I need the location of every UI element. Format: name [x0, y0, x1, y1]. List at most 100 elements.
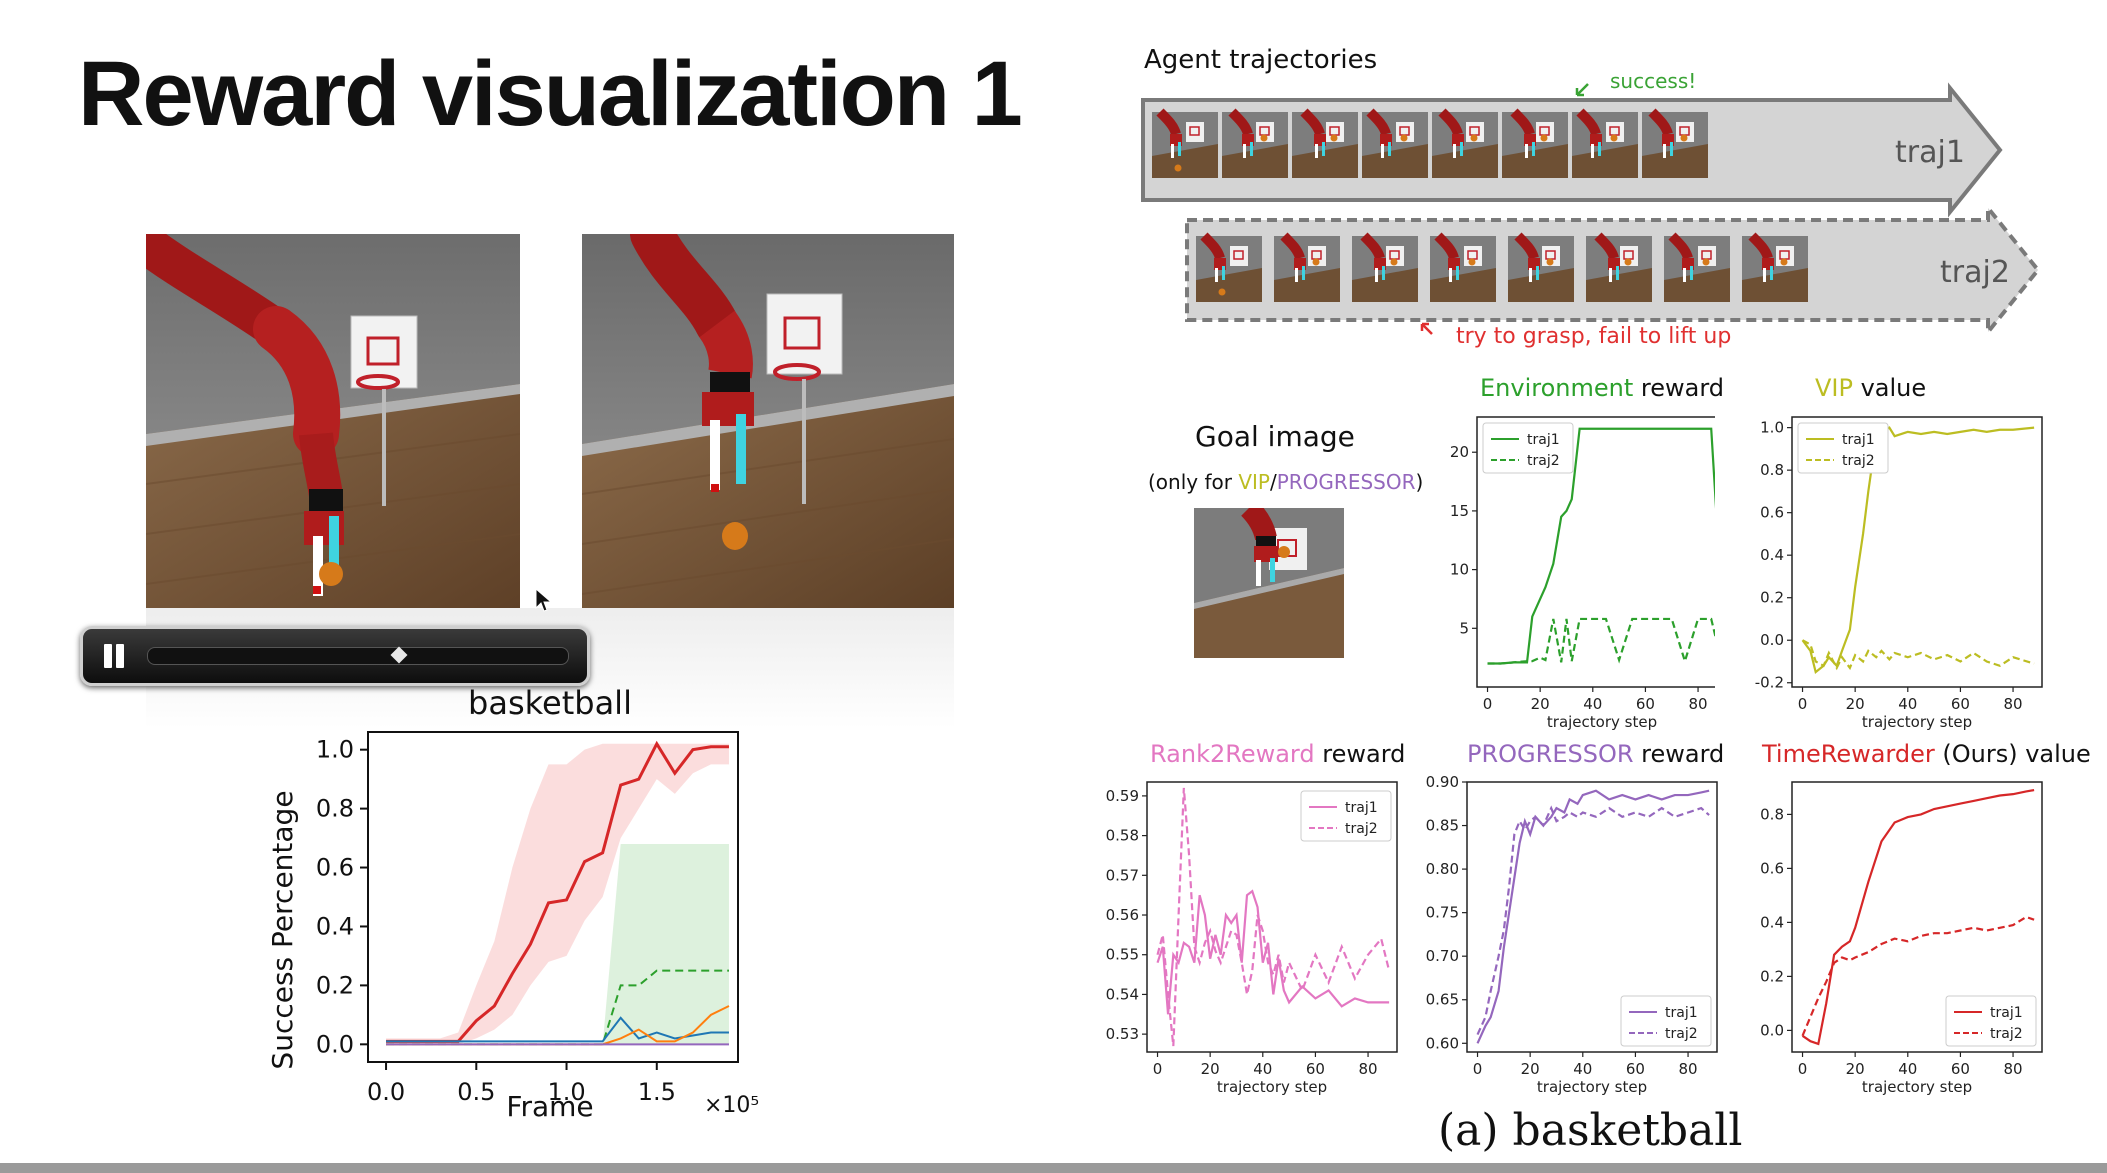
traj2-line [1156, 787, 1391, 1047]
y-tick-label: 0.8 [1760, 805, 1784, 823]
y-tick-label: 0.4 [1760, 913, 1784, 931]
traj2-line [1802, 639, 2035, 671]
x-axis-label: trajectory step [1537, 1078, 1647, 1096]
x-tick-label: 60 [1951, 695, 1970, 713]
traj2-frame [1742, 232, 1808, 302]
traj1-frame [1362, 108, 1428, 178]
prog-title-rest: reward [1633, 740, 1725, 768]
goal-note-prefix: (only for [1148, 470, 1239, 494]
x-axis-label: trajectory step [1862, 1078, 1972, 1096]
x-tick-label: 0 [1473, 1060, 1483, 1078]
vip-value-chart: 0 20 40 60 80 -0.2 0.0 0.2 0.4 0.6 0.8 1.0 trajector… [1755, 416, 2043, 731]
goal-image [1194, 508, 1344, 658]
y-tick-label: 0.0 [316, 1030, 354, 1058]
x-tick-label: 20 [1531, 695, 1550, 713]
r2r-reward-chart: 0 20 40 60 80 0.53 0.54 0.55 0.56 0.57 0.58 0.59 tra… [1106, 781, 1398, 1096]
sim-frame-2 [582, 234, 954, 608]
trajectory-strips: traj1 success! traj2 [1141, 70, 2040, 338]
x-axis-label: trajectory step [1217, 1078, 1327, 1096]
plot-frame [367, 731, 739, 1063]
x-tick-label: 40 [1573, 1060, 1592, 1078]
seek-thumb[interactable] [390, 646, 408, 664]
prog-reward-chart: 0 20 40 60 80 0.60 0.65 0.70 0.75 0.80 0.85 0.90 tra… [1426, 773, 1718, 1096]
x-tick-label: 20 [1201, 1060, 1220, 1078]
legend-traj2: traj2 [1345, 821, 1378, 837]
vip-title-rest: value [1852, 374, 1927, 402]
figure-caption: (a) basketball [1438, 1105, 1743, 1156]
legend: traj1 traj2 [1300, 790, 1392, 842]
pause-icon[interactable] [99, 641, 129, 671]
traj2-label: traj2 [1940, 255, 2010, 290]
legend-traj1: traj1 [1665, 1005, 1698, 1021]
y-tick-label: -0.2 [1755, 674, 1784, 692]
env-title-colored: Environment [1480, 374, 1634, 402]
mouse-cursor-icon [535, 588, 553, 612]
x-tick-label: 20 [1846, 695, 1865, 713]
sim-frame-1 [146, 234, 520, 608]
traj1-frame [1432, 108, 1498, 178]
y-tick-label: 0.2 [316, 971, 354, 999]
panel-title-vip: VIP value [1815, 374, 1926, 402]
y-tick-label: 0.65 [1426, 991, 1459, 1009]
vip-title-colored: VIP [1815, 374, 1853, 402]
traj1-line [1476, 789, 1710, 1044]
traj1-frame [1642, 108, 1708, 178]
traj1-line [1487, 427, 1715, 665]
y-tick-label: 0.0 [1760, 1021, 1784, 1039]
y-tick-label: 20 [1450, 443, 1469, 461]
x-tick-label: 80 [1679, 1060, 1698, 1078]
x-tick-label: 80 [2004, 1060, 2023, 1078]
video-player-bar[interactable] [80, 626, 590, 686]
legend-traj2: traj2 [1990, 1026, 2023, 1042]
y-tick-label: 5 [1459, 619, 1469, 637]
x-tick-label: 60 [1636, 695, 1655, 713]
y-tick-label: 0.56 [1106, 906, 1139, 924]
y-tick-label: 0.85 [1426, 817, 1459, 835]
success-arrow-icon [1575, 83, 1589, 97]
legend: traj1 traj2 [1620, 995, 1712, 1047]
y-tick-label: 1.0 [316, 736, 354, 764]
x-tick-label: 80 [1689, 695, 1708, 713]
x-tick-label: 20 [1521, 1060, 1540, 1078]
x-tick-label: 1.5 [638, 1078, 676, 1106]
basketball-success-chart: basketball 0.0 0.5 1.0 1.5 0.0 0.2 0.4 0.6 0.8 1.… [266, 684, 759, 1123]
agent-trajectories-header: Agent trajectories [1144, 45, 1378, 75]
x-tick-label: 40 [1583, 695, 1602, 713]
x-axis-label: trajectory step [1547, 713, 1657, 731]
traj1-frame [1152, 108, 1218, 178]
goal-note-sep: / [1269, 470, 1277, 494]
traj2-line [1801, 915, 2035, 1037]
goal-note-vip: VIP [1238, 470, 1270, 494]
y-tick-label: 0.80 [1426, 860, 1459, 878]
y-tick-label: 0.75 [1426, 904, 1459, 922]
y-tick-label: 0.70 [1426, 947, 1459, 965]
y-tick-label: 0.2 [1760, 589, 1784, 607]
panel-title-r2r: Rank2Reward reward [1150, 740, 1405, 768]
y-tick-label: 0.6 [1760, 859, 1784, 877]
traj2-frame [1508, 232, 1574, 302]
legend-traj2: traj2 [1665, 1026, 1698, 1042]
x-tick-label: 0.0 [367, 1078, 405, 1106]
tr-title-colored: TimeRewarder [1762, 740, 1935, 768]
tr-title-rest: (Ours) value [1934, 740, 2091, 768]
y-tick-label: 0.2 [1760, 967, 1784, 985]
traj1-frame [1292, 108, 1358, 178]
legend: traj1 traj2 [1482, 422, 1574, 474]
traj2-frame [1196, 232, 1262, 302]
traj1-line [1801, 789, 2035, 1046]
y-tick-label: 0.59 [1106, 787, 1139, 805]
legend-traj1: traj1 [1842, 432, 1875, 448]
y-axis-label: Success Percentage [266, 790, 299, 1069]
series-line [386, 1016, 729, 1043]
traj2-frame [1664, 232, 1730, 302]
success-note: success! [1610, 70, 1696, 93]
confidence-band [386, 843, 729, 1045]
traj2-frame [1274, 232, 1340, 302]
y-tick-label: 0.60 [1426, 1034, 1459, 1052]
y-tick-label: 0.8 [316, 795, 354, 823]
legend-traj2: traj2 [1842, 453, 1875, 469]
slide-title: Reward visualization 1 [78, 43, 1023, 145]
seek-slider[interactable] [147, 646, 569, 665]
x-tick-label: 40 [1898, 695, 1917, 713]
prog-title-colored: PROGRESSOR [1467, 740, 1634, 768]
